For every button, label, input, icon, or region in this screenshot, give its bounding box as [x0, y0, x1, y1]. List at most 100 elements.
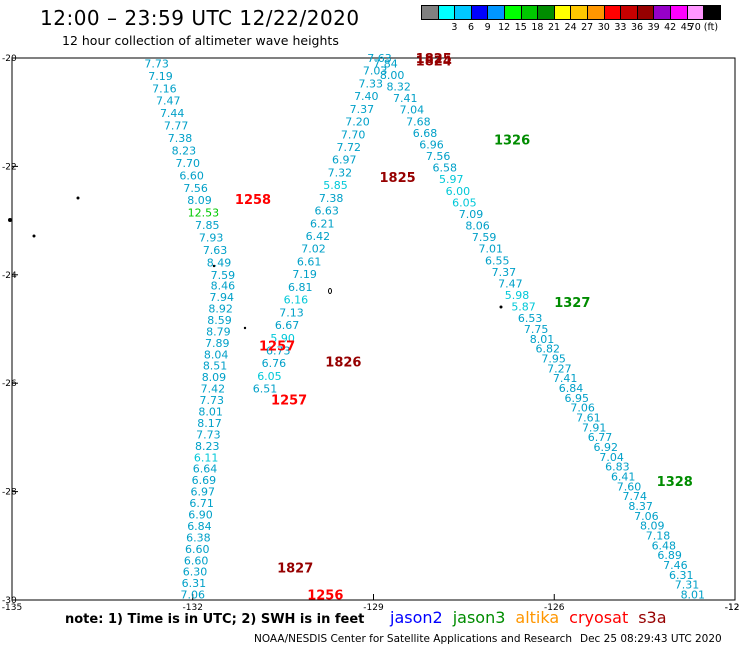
wave-height-value: 6.48: [652, 539, 677, 552]
wave-height-value: 6.55: [485, 254, 510, 267]
wave-height-value: 6.82: [536, 343, 561, 356]
pass-time-label: 1257: [271, 393, 307, 408]
wave-height-value: 7.31: [675, 579, 700, 592]
wave-height-value: 7.06: [634, 510, 659, 523]
lon-tick-label: -123: [725, 603, 740, 613]
wave-height-value: 8.01: [681, 589, 706, 602]
wave-height-value: 7.47: [498, 277, 523, 290]
wave-height-value: 7.41: [553, 372, 578, 385]
wave-height-value: 7.63: [367, 52, 392, 65]
wave-height-value: 8.46: [211, 280, 236, 293]
pass-time-label: 1824: [416, 55, 452, 70]
wave-height-value: 6.53: [518, 312, 543, 325]
legend-label: 3: [451, 22, 458, 33]
lat-tick-label: -30: [2, 596, 17, 606]
wave-height-value: 6.67: [275, 319, 300, 332]
wave-height-value: 8.00: [380, 69, 405, 82]
lon-tick-label: -126: [544, 603, 565, 613]
wave-height-value: 6.84: [187, 520, 212, 533]
wave-height-value: 7.85: [195, 219, 220, 232]
wave-height-value: 7.09: [459, 208, 484, 221]
wave-height-value: 8.09: [202, 371, 227, 384]
note-text: note: 1) Time is in UTC; 2) SWH is in fe…: [65, 612, 365, 627]
footer-credit: NOAA/NESDIS Center for Satellite Applica…: [254, 633, 572, 645]
wave-height-value: 7.94: [210, 291, 235, 304]
lat-tick-label: -28: [2, 488, 17, 498]
wave-height-value: 7.73: [144, 57, 169, 70]
legend-label: 6: [467, 22, 475, 33]
wave-height-value: 6.30: [183, 566, 208, 579]
pass-time-label: 1256: [307, 589, 343, 604]
wave-height-value: 5.85: [323, 179, 348, 192]
legend-label: 27: [581, 22, 594, 33]
wave-height-value: 7.18: [646, 530, 671, 543]
wave-height-value: 6.68: [413, 127, 438, 140]
wave-height-value: 7.42: [201, 383, 226, 396]
wave-height-value: 8.01: [530, 333, 555, 346]
satellite-name: altika: [515, 608, 560, 627]
map-subtitle: 12 hour collection of altimeter wave hei…: [62, 33, 339, 48]
wave-height-value: 8.09: [187, 194, 212, 207]
wave-height-value: 6.60: [185, 543, 210, 556]
legend-label: 9: [484, 22, 491, 33]
lon-tick-label: -129: [363, 603, 384, 613]
wave-height-value: 7.03: [363, 65, 388, 78]
wave-height-value: 7.33: [358, 77, 383, 90]
lon-tick-label: -132: [183, 603, 203, 613]
wave-height-value: 7.59: [472, 231, 497, 244]
timestamp: Dec 25 08:29:43 UTC 2020: [580, 633, 722, 645]
satellite-name: s3a: [638, 608, 667, 627]
wave-height-value: 7.56: [426, 150, 451, 163]
wave-height-value: 8.23: [195, 440, 220, 453]
wave-height-value: 7.40: [354, 90, 379, 103]
lon-tick-label: -135: [2, 603, 22, 613]
map-frame: [11, 57, 736, 601]
wave-height-value: 7.75: [524, 323, 549, 336]
wave-height-value: 6.77: [588, 431, 613, 444]
map-title: 12:00 – 23:59 UTC 12/22/2020: [40, 6, 360, 30]
wave-height-value: 7.38: [168, 132, 193, 145]
wave-height-value: 6.71: [189, 497, 214, 510]
map-border: [11, 57, 736, 601]
wave-height-value: 7.70: [176, 157, 201, 170]
wave-height-value: 5.98: [505, 289, 530, 302]
lat-tick-label: -26: [2, 379, 17, 389]
wave-height-value: 8.51: [203, 360, 228, 373]
satellite-name: jason3: [452, 608, 506, 627]
legend-label: 21: [547, 22, 561, 33]
wave-height-value: 7.68: [406, 115, 431, 128]
wave-height-value: 6.76: [262, 357, 287, 370]
wave-height-value: 6.61: [297, 255, 322, 268]
satellite-name: jason2: [390, 608, 443, 627]
wave-height-value: 7.61: [576, 412, 601, 425]
wave-height-value: 6.58: [432, 162, 457, 175]
wave-height-value: 7.02: [301, 243, 326, 256]
wave-height-value: 6.38: [186, 531, 211, 544]
wave-height-value: 6.00: [446, 185, 471, 198]
islands: [8, 196, 503, 330]
wave-height-value: 7.44: [160, 107, 185, 120]
wave-height-value: 12.53: [188, 207, 220, 220]
wave-height-value: 7.70: [341, 128, 366, 141]
wave-height-value: 6.97: [332, 154, 357, 167]
wave-height-value: 6.89: [657, 549, 682, 562]
wave-height-value: 8.06: [465, 220, 490, 233]
wave-height-value: 8.49: [207, 256, 232, 269]
wave-height-value: 6.31: [669, 569, 694, 582]
pass-time-label: 1825: [380, 171, 416, 186]
wave-height-value: 6.92: [594, 441, 619, 454]
wave-height-value: 8.17: [197, 417, 222, 430]
legend-label: 24: [564, 22, 577, 33]
wave-height-value: 7.37: [492, 266, 517, 279]
wave-height-value: 6.64: [193, 463, 218, 476]
wave-height-value: 7.20: [345, 116, 370, 129]
wave-height-value: 5.97: [439, 173, 464, 186]
pass-time-label: 1827: [277, 561, 313, 576]
color-legend: [421, 5, 721, 20]
track-labels: 1825182413261825125813271257182612571328…: [235, 52, 693, 604]
legend-label: 36: [630, 22, 644, 33]
wave-height-value: 8.37: [628, 500, 653, 513]
wave-height-value: 5.87: [511, 301, 536, 314]
wave-height-value: 7.60: [617, 480, 642, 493]
